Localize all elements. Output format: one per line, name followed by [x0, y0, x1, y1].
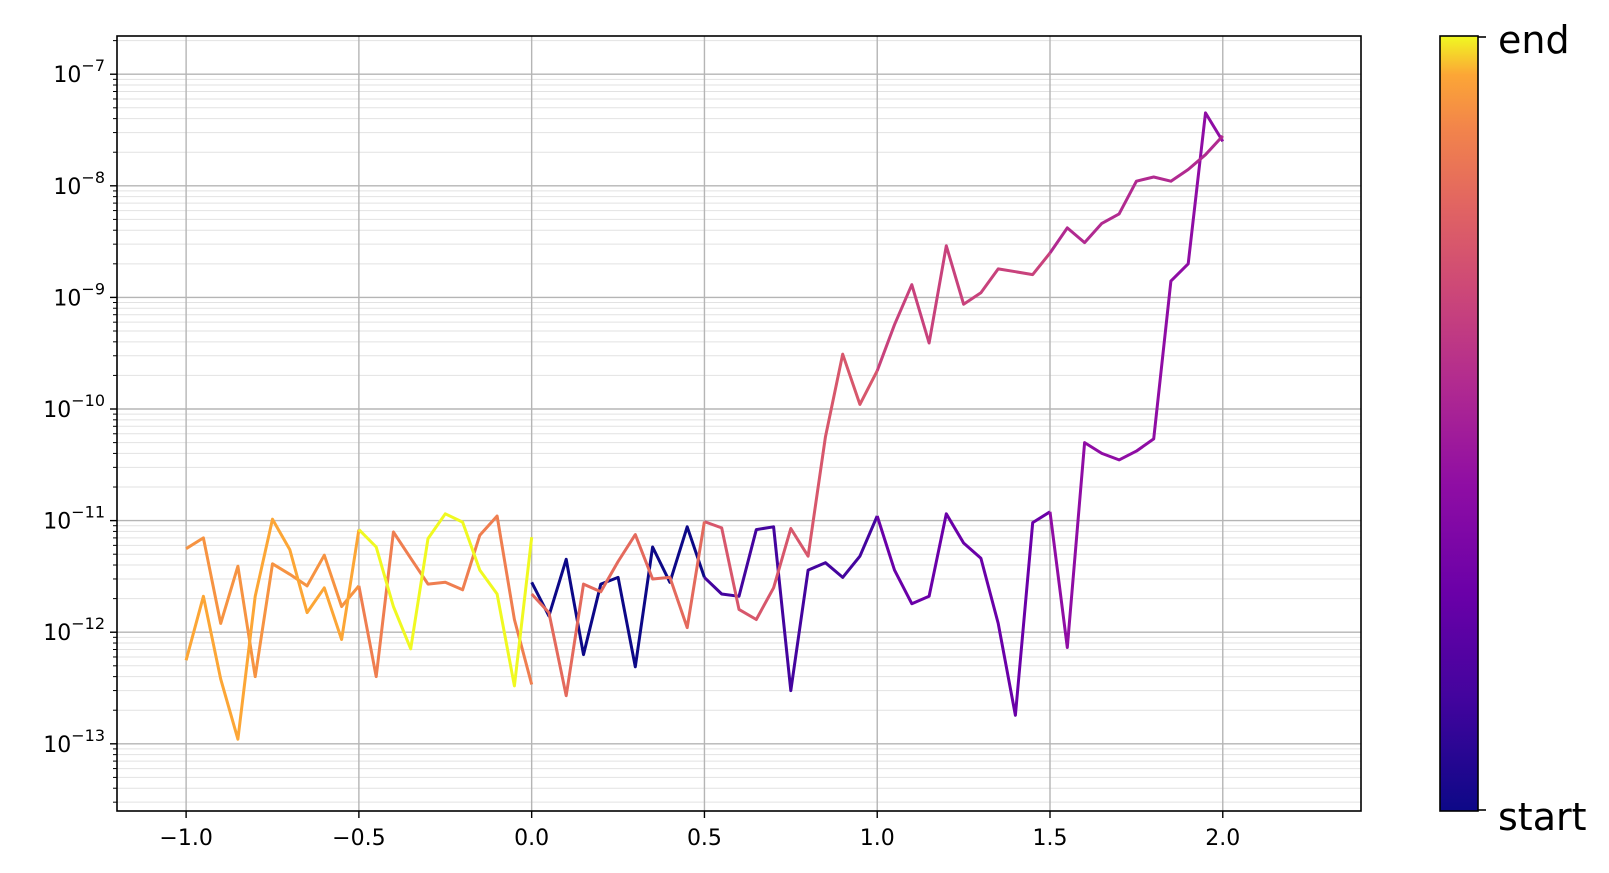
- series-line: [530, 525, 706, 669]
- series-line: [875, 510, 1051, 717]
- x-tick-label: −0.5: [332, 826, 385, 851]
- y-axis: 10−13 10−12 10−11 10−10 10−9 10−8 10−7: [43, 40, 117, 803]
- major-gridlines: [117, 36, 1361, 811]
- series-line: [357, 512, 534, 688]
- series-line: [1048, 111, 1225, 649]
- x-tick-label: 0.5: [687, 826, 722, 851]
- minor-gridlines: [117, 40, 1361, 803]
- series-line: [703, 352, 879, 621]
- colorbar-gradient: [1439, 35, 1479, 812]
- colorbar: end start: [1439, 18, 1587, 839]
- series-line: [875, 244, 1052, 372]
- series-line: [184, 517, 361, 741]
- series-line: [530, 521, 706, 698]
- y-tick-label: 10−9: [53, 279, 105, 311]
- y-tick-label: 10−8: [53, 168, 105, 200]
- series-line: [357, 514, 534, 685]
- y-tick-label: 10−11: [43, 503, 105, 535]
- y-tick-label: 10−12: [43, 614, 105, 646]
- series-line: [185, 536, 361, 679]
- plot-area: −1.0 −0.5 0.0 0.5 1.0 1.5 2.0 10−1310−1210−111…: [43, 35, 1362, 851]
- y-tick-label: 10−10: [43, 391, 105, 423]
- colorbar-label-start: start: [1498, 795, 1587, 839]
- colorbar-label-end: end: [1498, 18, 1570, 62]
- y-tick-label: 10−7: [53, 56, 105, 88]
- x-tick-label: −1.0: [159, 826, 212, 851]
- x-axis: −1.0 −0.5 0.0 0.5 1.0 1.5 2.0: [159, 811, 1240, 851]
- x-tick-label: 1.5: [1033, 826, 1068, 851]
- x-tick-label: 0.0: [514, 826, 549, 851]
- x-tick-label: 1.0: [860, 826, 895, 851]
- data-lines: [184, 111, 1225, 741]
- x-tick-label: 2.0: [1205, 826, 1240, 851]
- series-line: [1048, 134, 1224, 254]
- plot-frame: [116, 35, 1362, 812]
- series-line: [703, 515, 879, 693]
- y-tick-label: 10−13: [43, 726, 105, 758]
